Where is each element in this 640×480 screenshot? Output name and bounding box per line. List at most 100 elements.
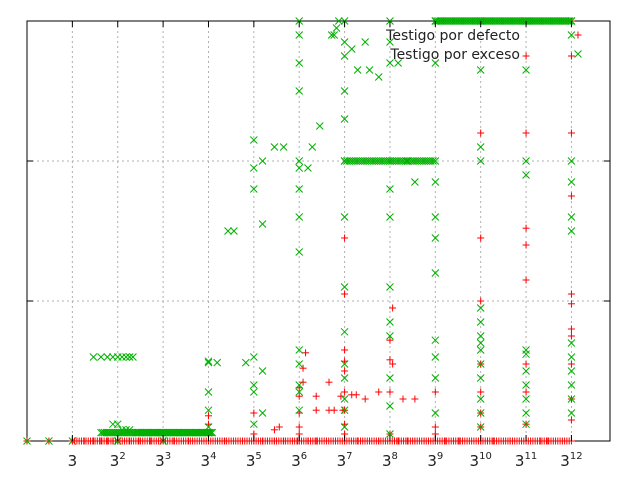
data-point-run	[132, 428, 217, 437]
data-point	[295, 388, 304, 396]
data-point	[386, 374, 394, 382]
data-point	[124, 428, 133, 437]
data-point	[547, 17, 556, 25]
data-point	[115, 428, 123, 437]
data-point	[340, 423, 349, 431]
legend-marker-exceso	[574, 50, 582, 58]
data-point	[125, 353, 134, 361]
data-point	[476, 395, 485, 403]
data-point	[556, 17, 565, 25]
data-point	[445, 17, 454, 25]
data-point	[204, 412, 212, 420]
data-point	[89, 353, 98, 361]
data-point	[476, 66, 485, 74]
data-point	[275, 423, 283, 431]
data-point	[504, 17, 512, 25]
data-point	[97, 353, 105, 361]
data-point	[386, 283, 394, 291]
data-point	[477, 297, 485, 305]
data-point	[431, 269, 440, 277]
data-point	[524, 17, 532, 25]
data-point	[522, 360, 530, 368]
data-point	[487, 17, 496, 25]
data-point	[522, 157, 530, 165]
data-point	[553, 17, 561, 25]
data-point	[365, 66, 374, 74]
data-point	[224, 227, 232, 235]
data-point	[567, 290, 575, 298]
data-point	[476, 304, 485, 312]
data-point	[498, 17, 507, 25]
data-point	[340, 406, 349, 415]
data-point	[476, 157, 485, 165]
data-point	[341, 367, 349, 375]
data-point	[467, 17, 476, 25]
data-point	[205, 428, 214, 437]
data-point	[330, 406, 338, 414]
data-point	[295, 423, 303, 431]
data-point	[453, 17, 461, 25]
data-point	[340, 283, 349, 291]
data-point	[567, 409, 576, 417]
data-point	[213, 358, 222, 367]
data-point	[341, 290, 349, 298]
legend-marker-defecto	[574, 31, 582, 39]
data-point	[208, 428, 217, 437]
data-point	[478, 17, 487, 25]
data-point	[477, 234, 485, 242]
data-point	[522, 224, 530, 232]
data-point	[332, 24, 341, 32]
data-point	[464, 17, 472, 25]
data-point	[456, 17, 465, 25]
data-point	[341, 234, 349, 242]
data-point	[325, 378, 333, 386]
data-point	[340, 327, 349, 336]
data-point	[567, 339, 576, 347]
data-point	[304, 164, 312, 172]
data-point	[118, 428, 127, 437]
data-point	[386, 356, 394, 364]
data-point	[502, 17, 510, 25]
data-point	[341, 388, 349, 396]
data-point	[549, 17, 558, 25]
data-point	[562, 17, 570, 25]
data-point	[522, 388, 530, 396]
data-point	[337, 392, 345, 400]
data-point	[462, 17, 471, 25]
data-point	[567, 353, 576, 361]
data-point	[438, 17, 447, 25]
data-point	[469, 17, 478, 25]
data-point	[482, 17, 490, 25]
data-point	[522, 346, 530, 354]
data-point	[103, 353, 112, 361]
data-point	[299, 364, 307, 372]
data-point	[295, 248, 304, 256]
data-point	[389, 304, 397, 312]
legend: Testigo por defecto Testigo por exceso	[385, 28, 582, 63]
data-point	[509, 17, 518, 25]
data-point	[525, 17, 534, 25]
data-point	[426, 157, 435, 165]
data-point	[411, 395, 419, 403]
x-tick-label: 312	[560, 451, 582, 470]
data-point	[534, 17, 543, 25]
data-point	[340, 38, 349, 46]
x-tick-label: 38	[382, 451, 398, 470]
data-point	[471, 17, 480, 25]
data-point	[308, 143, 317, 151]
data-point-run	[68, 437, 573, 445]
data-point	[258, 157, 267, 165]
data-point	[476, 374, 485, 382]
data-point	[386, 185, 394, 193]
data-point	[100, 428, 109, 437]
data-point	[204, 406, 213, 415]
data-point	[542, 17, 550, 25]
data-point	[567, 52, 575, 60]
plot-frame	[26, 20, 611, 442]
data-point	[484, 17, 492, 25]
data-point	[270, 426, 278, 434]
data-point	[361, 38, 370, 46]
data-point	[249, 353, 258, 361]
data-point	[258, 409, 267, 417]
x-tick-label: 32	[110, 451, 126, 470]
